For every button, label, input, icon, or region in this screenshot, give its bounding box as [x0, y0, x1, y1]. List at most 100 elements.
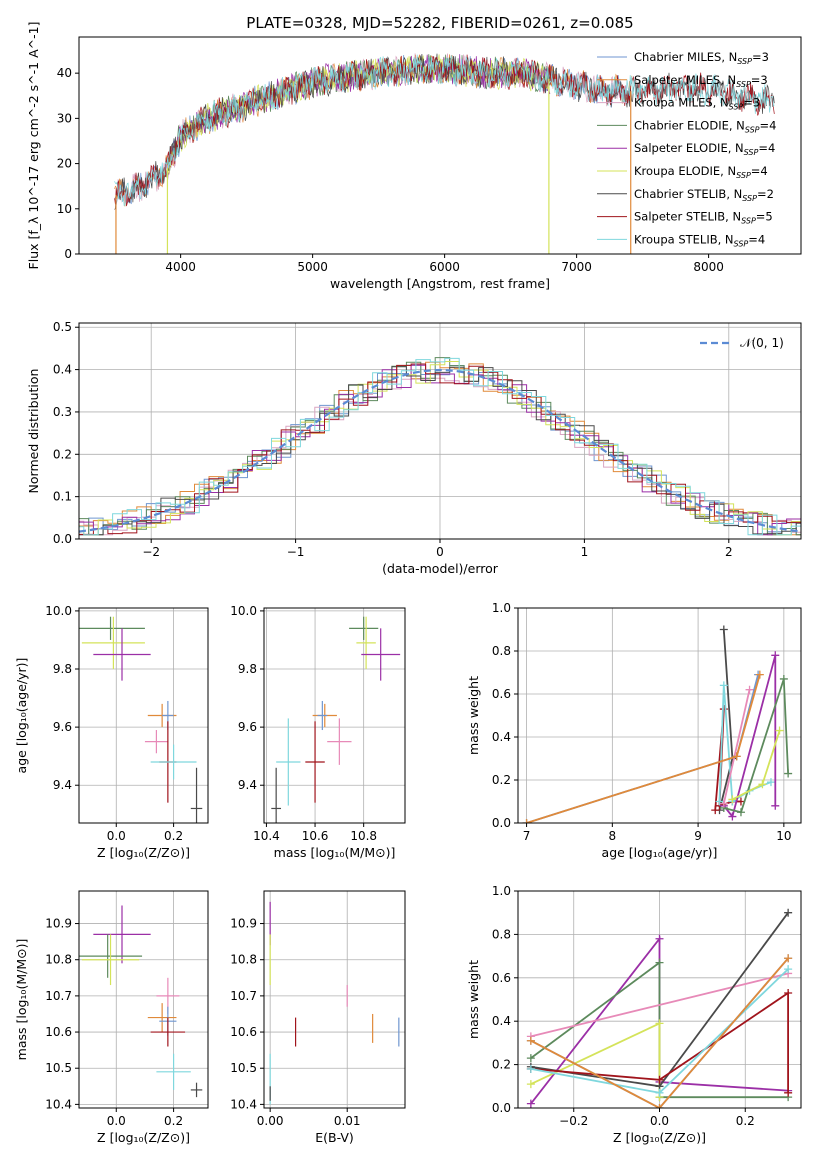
residuals-axes: −2 −1 0 1 2 0.0 0.1 0.2 0.3 0.4 0.5 (data-model)/er… — [26, 320, 802, 576]
mass_vs_ebv-frame — [263, 890, 406, 1109]
spectrum-xtick-label: 7000 — [561, 260, 592, 274]
mass_vs_ebv-xlabel: E(B-V) — [315, 1130, 354, 1145]
weight_vs_age-marker — [522, 819, 531, 823]
weight_vs_Z-ytick-label: 0.4 — [492, 1014, 511, 1028]
spectrum-ytick-label: 10 — [57, 202, 72, 216]
spectrum-ylabel: Flux [f_λ 10^-17 erg cm^-2 s^-1 A^-1] — [26, 22, 41, 270]
age_vs_Z-axes: 0.0 0.2 9.4 9.6 9.8 10.0 Z [log₁₀(Z/Z⊙)] age [l… — [14, 604, 209, 860]
age_vs_mass-ytick-label: 9.8 — [238, 662, 257, 676]
weight_vs_Z-marker — [655, 1104, 664, 1108]
spectrum-legend-label: Chabrier STELIB, NSSP=2 — [634, 187, 774, 203]
spectrum-ytick-label: 0 — [64, 247, 72, 261]
residuals-ytick-label: 0.4 — [53, 363, 72, 377]
age_vs_Z-ytick-label: 10.0 — [45, 604, 72, 618]
weight_vs_age-marker — [715, 797, 724, 806]
mass_vs_Z-xlabel: Z [log₁₀(Z/Z⊙)] — [97, 1130, 190, 1145]
weight_vs_age-line-chabrier_elodie — [723, 678, 789, 814]
spectrum-frame — [78, 36, 802, 255]
weight_vs_Z-marker — [784, 954, 793, 963]
weight_vs_age-marker — [779, 674, 788, 683]
weight_vs_Z-marker — [784, 1088, 793, 1097]
mass_vs_ebv-ytick-label: 10.7 — [230, 989, 257, 1003]
weight_vs_age-xtick-label: 10 — [776, 829, 791, 843]
mass_vs_ebv-axes: 0.00 0.01 10.4 10.5 10.6 10.7 10.8 10.9 E(B-V) — [230, 890, 406, 1145]
weight_vs_Z-ytick-label: 0.0 — [492, 1101, 511, 1115]
mass_vs_Z-ytick-label: 10.7 — [45, 989, 72, 1003]
spectrum-legend-label: Kroupa MILES, NSSP=3 — [634, 96, 760, 112]
residual-hist-kroupa_stelib — [79, 357, 801, 536]
weight_vs_Z-frame — [517, 890, 802, 1109]
spectrum-series-chabrier_stelib — [114, 53, 775, 210]
weight_vs_age-marker — [732, 752, 741, 761]
mass_vs_Z-ytick-label: 10.6 — [45, 1025, 72, 1039]
mass_vs_ebv-ytick-label: 10.9 — [230, 917, 257, 931]
spectrum-plot-area — [114, 53, 775, 254]
figure-title: PLATE=0328, MJD=52282, FIBERID=0261, z=0… — [246, 14, 633, 32]
residuals-ytick-label: 0.3 — [53, 405, 72, 419]
age_vs_Z-xtick-label: 0.2 — [164, 829, 183, 843]
weight_vs_age-marker — [758, 780, 767, 789]
weight_vs_age-ytick-label: 0.0 — [492, 816, 511, 830]
weight_vs_age-ytick-label: 0.4 — [492, 730, 511, 744]
weight_vs_Z-marker — [526, 1064, 535, 1073]
weight_vs_age-line-pink — [722, 689, 751, 804]
spectrum-axes: 4000 5000 6000 7000 8000 0 10 20 30 40 wavelength … — [26, 22, 802, 291]
weight_vs_age-xlabel: age [log₁₀(age/yr)] — [602, 845, 718, 860]
age_vs_mass-xtick-label: 10.6 — [302, 829, 329, 843]
weight_vs_Z-xtick-label: −0.2 — [559, 1114, 588, 1128]
age_vs_Z-xtick-label: 0.0 — [107, 829, 126, 843]
age_vs_mass-plot-area — [271, 616, 401, 823]
residuals-ytick-label: 0.1 — [53, 490, 72, 504]
age_vs_mass-xlabel: mass [log₁₀(M/M⊙)] — [274, 845, 396, 860]
age_vs_Z-ytick-label: 9.4 — [53, 778, 72, 792]
mass_vs_ebv-ytick-label: 10.6 — [230, 1025, 257, 1039]
weight_vs_Z-xlabel: Z [log₁₀(Z/Z⊙)] — [613, 1130, 706, 1145]
weight_vs_age-ylabel: mass weight — [466, 676, 481, 755]
weight_vs_Z-marker — [655, 1075, 664, 1084]
weight_vs_Z-ytick-label: 1.0 — [492, 884, 511, 898]
mass_vs_ebv-ytick-label: 10.5 — [230, 1061, 257, 1075]
weight_vs_Z-xtick-label: 0.2 — [736, 1114, 755, 1128]
weight_vs_Z-marker — [655, 934, 664, 943]
age_vs_mass-frame — [263, 607, 406, 824]
age_vs_mass-xtick-label: 10.4 — [253, 829, 280, 843]
spectrum-series-kroupa_stelib — [114, 54, 775, 207]
weight_vs_Z-axes: −0.2 0.0 0.2 0.0 0.2 0.4 0.6 0.8 1.0 Z [log₁₀(Z/Z… — [466, 884, 802, 1145]
normal-pdf-curve — [79, 368, 799, 533]
residuals-ytick-label: 0.2 — [53, 447, 72, 461]
weight_vs_age-plot-area — [522, 625, 793, 823]
spectrum-legend: Chabrier MILES, NSSP=3 Salpeter MILES, NS… — [597, 50, 776, 248]
age_vs_Z-xlabel: Z [log₁₀(Z/Z⊙)] — [97, 845, 190, 860]
age_vs_Z-ylabel: age [log₁₀(age/yr)] — [14, 658, 29, 774]
weight_vs_age-ytick-label: 1.0 — [492, 601, 511, 615]
mass_vs_Z-ytick-label: 10.9 — [45, 917, 72, 931]
spectrum-legend-label: Kroupa ELODIE, NSSP=4 — [634, 164, 768, 180]
weight_vs_age-xtick-label: 7 — [523, 829, 531, 843]
weight_vs_Z-xtick-label: 0.0 — [650, 1114, 669, 1128]
weight_vs_Z-ytick-label: 0.2 — [492, 1058, 511, 1072]
mass_vs_Z-ytick-label: 10.4 — [45, 1097, 72, 1111]
weight_vs_Z-marker — [784, 908, 793, 917]
age_vs_mass-xtick-label: 10.8 — [350, 829, 377, 843]
mass_vs_ebv-plot-area — [269, 901, 400, 1105]
weight_vs_Z-line-salpeter_miles — [530, 957, 789, 1108]
weight_vs_age-marker — [711, 806, 720, 815]
mass_vs_ebv-ytick-label: 10.4 — [230, 1097, 257, 1111]
weight_vs_age-axes: 7 8 9 10 0.0 0.2 0.4 0.6 0.8 1.0 age [log₁₀(age/yr… — [466, 601, 802, 860]
mass_vs_Z-xtick-label: 0.0 — [107, 1114, 126, 1128]
residual-legend-label: 𝒩(0, 1) — [740, 336, 784, 350]
weight_vs_age-marker — [736, 808, 745, 817]
weight_vs_age-ytick-label: 0.2 — [492, 773, 511, 787]
residuals-xtick-label: −1 — [287, 545, 305, 559]
spectrum-xtick-label: 6000 — [429, 260, 460, 274]
age_vs_Z-ytick-label: 9.8 — [53, 662, 72, 676]
residuals-ytick-label: 0.5 — [53, 320, 72, 334]
spectrum-legend-label: Chabrier ELODIE, NSSP=4 — [634, 118, 776, 134]
mass_vs_ebv-xtick-label: 0.00 — [257, 1114, 284, 1128]
weight_vs_Z-marker — [526, 1036, 535, 1045]
residual-hist-kroupa_miles — [79, 377, 801, 536]
weight_vs_Z-marker — [784, 965, 793, 974]
spectrum-legend-label: Chabrier MILES, NSSP=3 — [634, 50, 769, 66]
spectrum-xtick-label: 5000 — [297, 260, 328, 274]
mass_vs_Z-ylabel: mass [log₁₀(M/M⊙)] — [14, 939, 29, 1061]
